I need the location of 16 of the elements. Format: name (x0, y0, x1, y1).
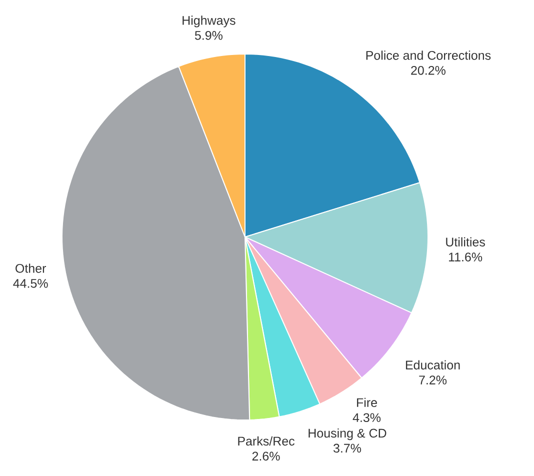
data-label: 44.5% (13, 279, 48, 288)
slice-label: Highways (182, 16, 236, 28)
slice-label: Education (406, 360, 460, 370)
data-label: 20.2% (411, 66, 446, 75)
slice-label: Parks/Rec (238, 436, 294, 446)
data-label: 4.3% (352, 413, 381, 422)
data-label: 5.9% (194, 30, 222, 40)
data-label: 2.6% (252, 452, 280, 461)
data-label: 7.2% (419, 376, 447, 384)
slice-label: Utilities (446, 237, 485, 246)
slice-label: Police and Corrections (366, 50, 491, 60)
slice-label: Other (16, 264, 46, 273)
data-label: 3.7% (333, 444, 362, 453)
data-label: 11.6% (448, 252, 482, 262)
slice-label: Housing & CD (308, 428, 386, 440)
slice-label: Fire (357, 398, 377, 408)
